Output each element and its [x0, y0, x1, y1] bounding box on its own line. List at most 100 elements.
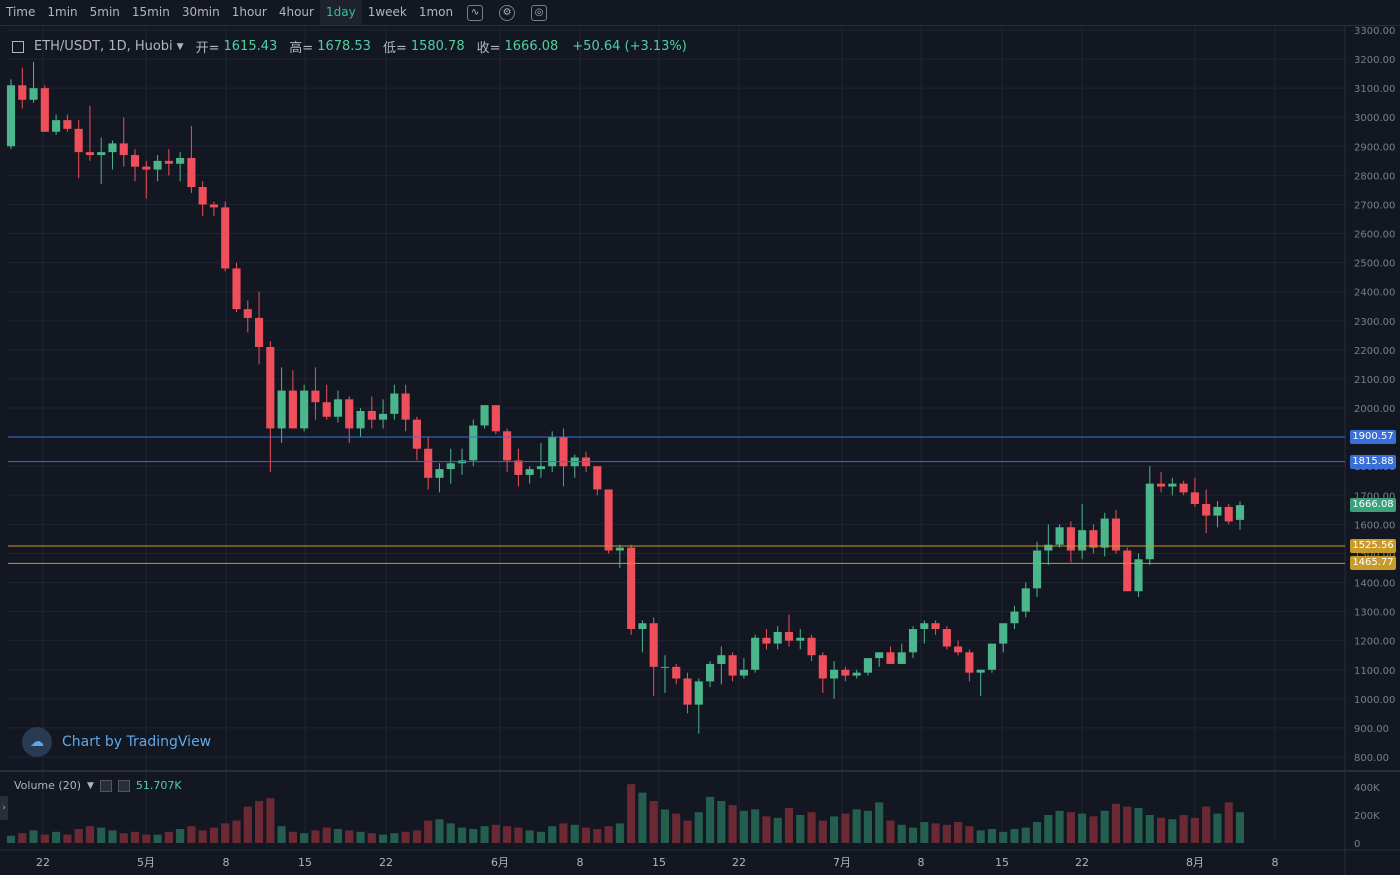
- candle: [627, 547, 636, 630]
- candle: [784, 631, 794, 641]
- price-chart[interactable]: 3300.00 3200.00 3100.00 3000.00 2900.00 2800.…: [0, 25, 1400, 875]
- branding-text: Chart by TradingView: [62, 734, 212, 750]
- candle: [739, 669, 748, 676]
- interval-1day[interactable]: 1day: [319, 0, 362, 25]
- volume-bar: [176, 829, 185, 843]
- volume-bar: [390, 833, 399, 843]
- volume-bar: [29, 830, 38, 843]
- interval-1min[interactable]: 1min: [47, 5, 78, 19]
- volume-bar: [1123, 806, 1132, 843]
- interval-1hour[interactable]: 1hour: [231, 5, 267, 19]
- candle: [153, 160, 162, 170]
- candle: [322, 402, 331, 417]
- x-tick-label: 22: [732, 856, 746, 869]
- y-tick-label: 800.00: [1354, 753, 1389, 764]
- chart-legend: ETH/USDT, 1D, Huobi ▼ 开= 1615.43 高= 1678.5…: [12, 37, 687, 56]
- pane-handle[interactable]: ›: [0, 796, 8, 820]
- candle: [841, 669, 850, 676]
- volume-bar: [1111, 803, 1121, 843]
- low-label: 低=: [382, 41, 407, 56]
- candle: [886, 652, 895, 664]
- candle: [1078, 530, 1087, 551]
- volume-bar: [97, 827, 106, 843]
- volume-bar: [1055, 810, 1064, 843]
- candle: [660, 666, 670, 668]
- candle: [1111, 518, 1121, 551]
- x-tick-label: 7月: [833, 856, 851, 869]
- candle: [987, 643, 997, 670]
- symbol-label[interactable]: ETH/USDT, 1D, Huobi: [34, 39, 173, 54]
- volume-bar: [142, 834, 151, 843]
- change-value: +50.64 (+3.13%): [572, 39, 687, 54]
- volume-bar: [108, 830, 117, 843]
- chevron-down-icon[interactable]: ▼: [87, 780, 94, 791]
- candle: [615, 547, 624, 551]
- candle: [176, 157, 185, 164]
- candle: [187, 157, 196, 188]
- candle: [796, 637, 805, 641]
- y-tick-label: 2500.00: [1354, 259, 1395, 270]
- y-tick-label: 3100.00: [1354, 84, 1395, 95]
- candle: [85, 152, 94, 156]
- settings-icon[interactable]: ⚙: [499, 4, 516, 21]
- close-value: 1666.08: [504, 39, 559, 54]
- interval-15min[interactable]: 15min: [131, 5, 170, 19]
- volume-bar: [266, 798, 275, 843]
- volume-bar: [1179, 815, 1188, 843]
- candle: [164, 160, 173, 164]
- candle: [1044, 544, 1053, 551]
- candle: [875, 652, 884, 659]
- volume-tick-label: 200K: [1354, 811, 1380, 822]
- interval-time[interactable]: Time: [6, 5, 36, 19]
- candle: [108, 143, 117, 153]
- candle: [1021, 588, 1030, 612]
- volume-bar: [379, 834, 388, 843]
- volume-bar: [841, 813, 850, 843]
- candle: [1032, 550, 1042, 589]
- volume-bar: [1032, 822, 1042, 843]
- interval-4hour[interactable]: 4hour: [278, 5, 314, 19]
- close-icon[interactable]: [117, 779, 130, 792]
- candle: [424, 448, 433, 478]
- candle: [1202, 504, 1211, 516]
- candle: [469, 425, 478, 461]
- y-tick-label: 3000.00: [1354, 113, 1395, 124]
- volume-bar: [401, 831, 410, 843]
- chevron-down-icon[interactable]: ▼: [176, 41, 184, 52]
- volume-bar: [1010, 829, 1019, 843]
- interval-5min[interactable]: 5min: [89, 5, 120, 19]
- price-line-badge: 1900.57: [1350, 429, 1396, 444]
- volume-label[interactable]: Volume (20): [14, 779, 81, 792]
- candle: [649, 623, 658, 667]
- candle: [1179, 483, 1188, 493]
- interval-1mon[interactable]: 1mon: [418, 5, 454, 19]
- screenshot-icon[interactable]: ◎: [531, 4, 548, 21]
- interval-30min[interactable]: 30min: [181, 5, 220, 19]
- candle: [503, 431, 512, 461]
- candle: [807, 637, 816, 656]
- volume-bar: [198, 830, 207, 843]
- candle: [97, 152, 106, 156]
- volume-bar: [1134, 808, 1143, 843]
- y-tick-label: 1300.00: [1354, 608, 1395, 619]
- candle: [525, 469, 534, 475]
- volume-bar: [796, 815, 805, 843]
- y-tick-label: 2100.00: [1354, 375, 1395, 386]
- x-tick-label: 22: [379, 856, 393, 869]
- volume-bar: [164, 831, 173, 843]
- volume-bar: [1224, 802, 1233, 843]
- settings-icon[interactable]: [99, 779, 112, 792]
- volume-bar: [852, 809, 861, 843]
- candle: [897, 652, 906, 664]
- volume-bar: [897, 824, 906, 843]
- candle: [999, 623, 1008, 644]
- interval-1week[interactable]: 1week: [367, 5, 407, 19]
- collapse-icon[interactable]: [12, 40, 24, 53]
- volume-bar: [999, 831, 1008, 843]
- candle: [1190, 492, 1199, 505]
- indicator-icon[interactable]: ∿: [467, 4, 484, 21]
- price-line-badge: 1525.56: [1350, 539, 1396, 553]
- tradingview-branding[interactable]: ☁ Chart by TradingView: [22, 727, 211, 757]
- volume-bar: [232, 820, 241, 843]
- candle: [762, 637, 771, 644]
